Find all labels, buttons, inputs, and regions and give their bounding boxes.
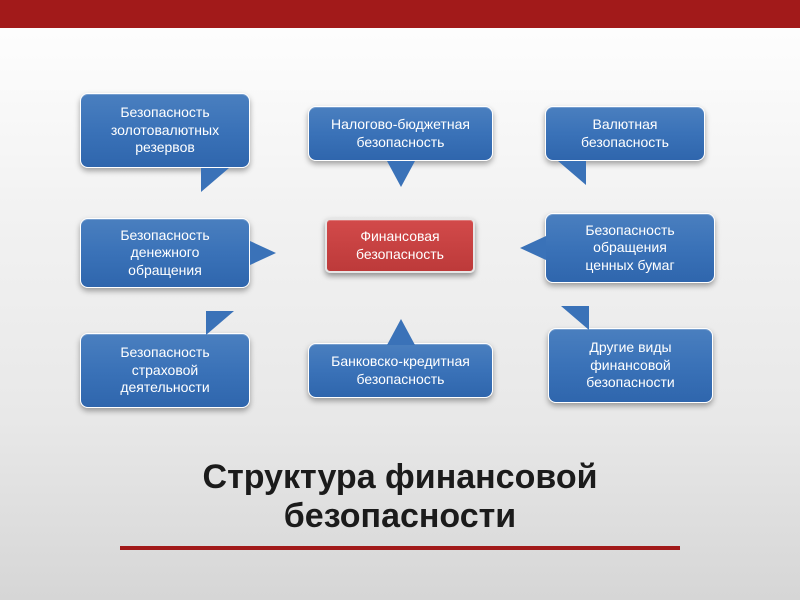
callout-tail [547, 306, 589, 330]
callout-tail [544, 161, 586, 185]
node-label: Безопасностьстраховойдеятельности [120, 344, 209, 397]
callout-tail [520, 236, 546, 260]
node-bank-credit: Банковско-кредитнаябезопасность [308, 343, 493, 398]
node-label: Банковско-кредитнаябезопасность [331, 353, 470, 388]
callout-tail [206, 311, 248, 335]
callout-tail [250, 241, 276, 265]
title-underline [120, 546, 680, 550]
node-tax-budget: Налогово-бюджетнаябезопасность [308, 106, 493, 161]
node-gold-reserves: Безопасностьзолотовалютныхрезервов [80, 93, 250, 168]
callout-tail [387, 161, 415, 187]
node-securities-circulation: Безопасностьобращенияценных бумаг [545, 213, 715, 283]
node-currency: Валютнаябезопасность [545, 106, 705, 161]
node-label: Безопасностьзолотовалютныхрезервов [111, 104, 219, 157]
node-insurance: Безопасностьстраховойдеятельности [80, 333, 250, 408]
callout-tail [387, 319, 415, 345]
node-other-types: Другие видыфинансовойбезопасности [548, 328, 713, 403]
title-block: Структура финансовойбезопасности [0, 458, 800, 550]
diagram: Финансоваябезопасность Безопасностьзолот… [0, 28, 800, 448]
node-label: Валютнаябезопасность [581, 116, 669, 151]
node-label: Другие видыфинансовойбезопасности [586, 339, 675, 392]
node-money-circulation: Безопасностьденежногообращения [80, 218, 250, 288]
center-label: Финансоваябезопасность [356, 228, 444, 263]
node-label: Налогово-бюджетнаябезопасность [331, 116, 470, 151]
center-node-financial-security: Финансоваябезопасность [325, 218, 475, 273]
page-title: Структура финансовойбезопасности [203, 458, 598, 536]
node-label: Безопасностьденежногообращения [120, 227, 209, 280]
node-label: Безопасностьобращенияценных бумаг [585, 222, 674, 275]
callout-tail [201, 168, 243, 192]
header-bar [0, 0, 800, 28]
